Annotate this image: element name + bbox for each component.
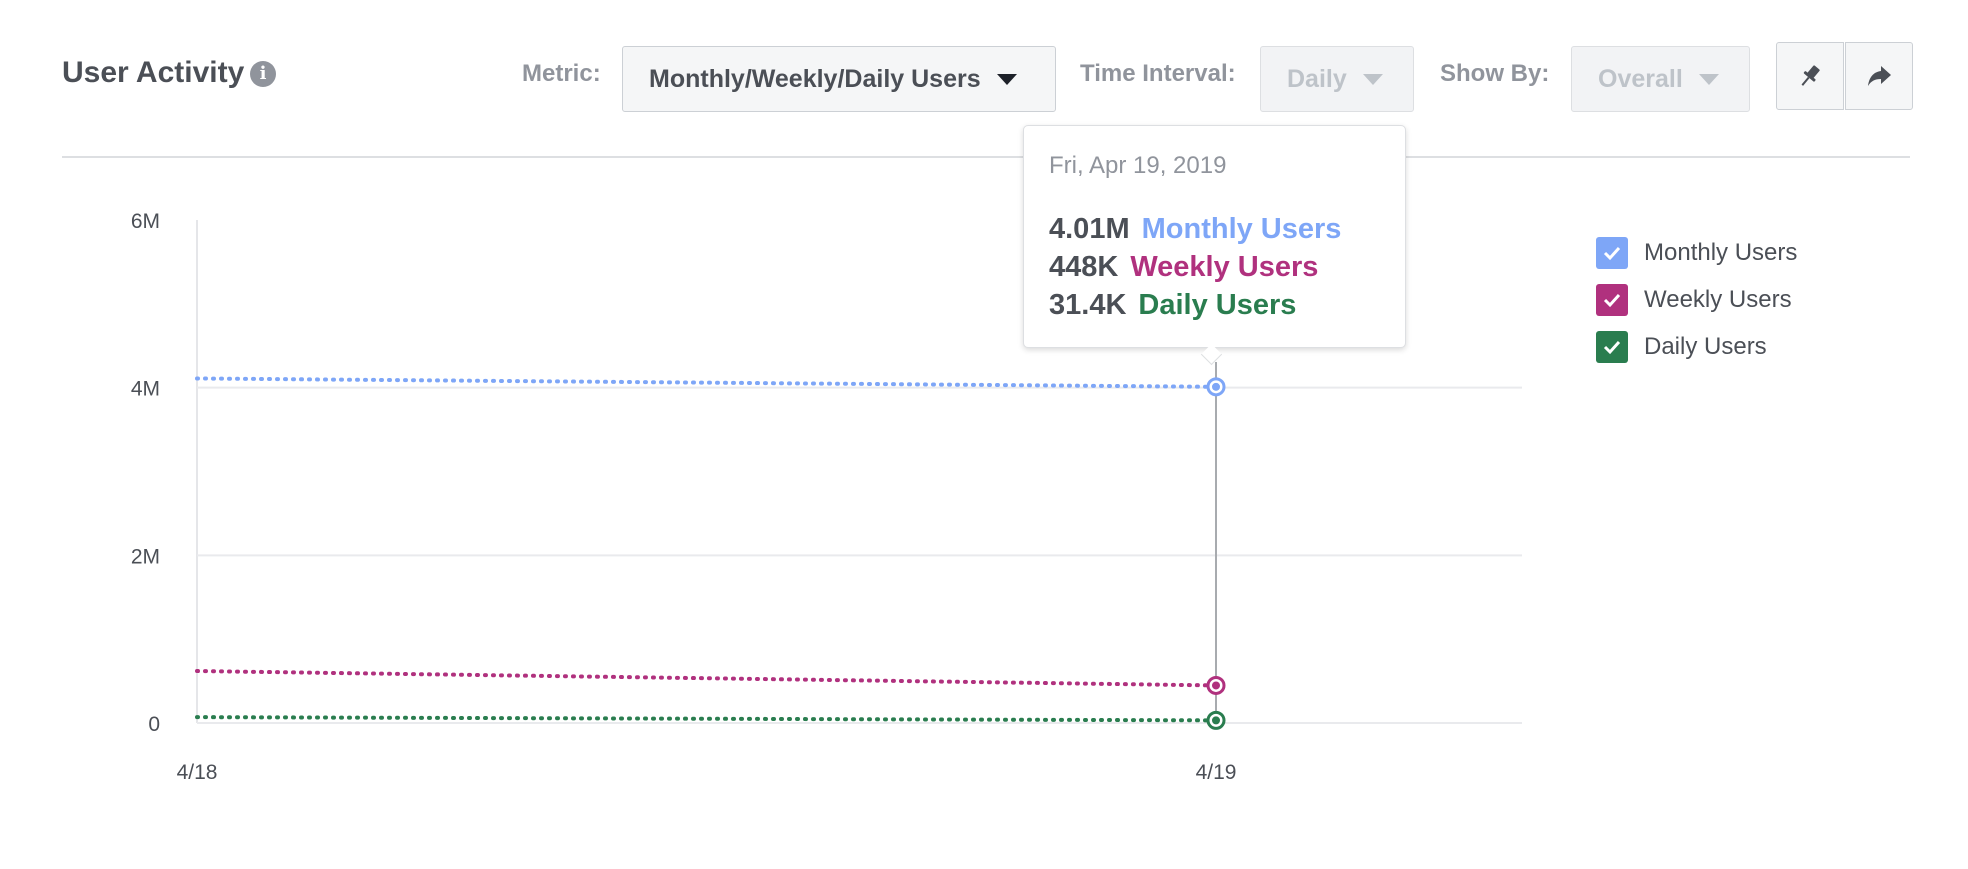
metric-dropdown[interactable]: Monthly/Weekly/Daily Users — [622, 46, 1056, 112]
pin-button[interactable] — [1776, 42, 1844, 110]
series-line — [195, 715, 1218, 723]
legend-item-daily-users[interactable]: Daily Users — [1596, 323, 1797, 370]
chevron-down-icon — [1698, 73, 1719, 85]
chart-tooltip: Fri, Apr 19, 2019 4.01M Monthly Users 448… — [1023, 125, 1406, 348]
tooltip-value: 31.4K — [1049, 289, 1127, 321]
x-tick-label: 4/19 — [1196, 761, 1237, 784]
share-icon — [1868, 66, 1891, 86]
show-by-dropdown[interactable]: Overall — [1571, 46, 1750, 112]
time-interval-label: Time Interval: — [1080, 60, 1236, 87]
pin-icon — [1801, 65, 1820, 86]
chevron-down-icon — [1362, 73, 1383, 85]
x-tick-label: 4/18 — [177, 761, 218, 784]
chevron-down-icon — [996, 73, 1017, 85]
header-divider — [62, 156, 1910, 158]
tooltip-date: Fri, Apr 19, 2019 — [1049, 152, 1227, 179]
checkbox-checked-icon[interactable] — [1596, 283, 1628, 316]
checkbox-checked-icon[interactable] — [1596, 236, 1628, 269]
tooltip-value: 4.01M — [1049, 213, 1130, 245]
tooltip-row-weekly: 448K Weekly Users — [1049, 248, 1380, 286]
tooltip-row-monthly: 4.01M Monthly Users — [1049, 210, 1380, 248]
y-tick-label: 4M — [131, 378, 160, 401]
legend-label: Daily Users — [1644, 332, 1767, 360]
series-line — [195, 376, 1218, 389]
data-point-center — [1212, 382, 1220, 391]
legend-label: Monthly Users — [1644, 238, 1798, 266]
y-tick-label: 2M — [131, 545, 160, 568]
y-tick-label: 0 — [148, 713, 160, 736]
legend-item-weekly-users[interactable]: Weekly Users — [1596, 276, 1797, 323]
legend-item-monthly-users[interactable]: Monthly Users — [1596, 229, 1797, 276]
tooltip-series-name: Monthly Users — [1141, 213, 1342, 245]
metric-dropdown-value: Monthly/Weekly/Daily Users — [649, 64, 981, 93]
data-point-center — [1212, 716, 1220, 725]
share-button[interactable] — [1845, 42, 1913, 110]
time-interval-value: Daily — [1287, 64, 1347, 93]
legend-label: Weekly Users — [1644, 285, 1792, 313]
page-title: User Activity — [62, 56, 245, 89]
show-by-label: Show By: — [1440, 60, 1550, 87]
show-by-value: Overall — [1598, 64, 1683, 93]
metric-label: Metric: — [522, 60, 601, 87]
checkbox-checked-icon[interactable] — [1596, 330, 1628, 363]
series-line — [195, 669, 1218, 688]
tooltip-series-name: Daily Users — [1138, 289, 1297, 321]
data-point-center — [1212, 681, 1220, 690]
time-interval-dropdown[interactable]: Daily — [1260, 46, 1414, 112]
tooltip-series-name: Weekly Users — [1130, 251, 1319, 283]
chart-legend: Monthly Users Weekly Users Daily Users — [1596, 229, 1797, 370]
tooltip-row-daily: 31.4K Daily Users — [1049, 286, 1380, 324]
y-tick-label: 6M — [131, 210, 160, 233]
info-icon[interactable]: i — [250, 61, 276, 87]
tooltip-value: 448K — [1049, 251, 1119, 283]
